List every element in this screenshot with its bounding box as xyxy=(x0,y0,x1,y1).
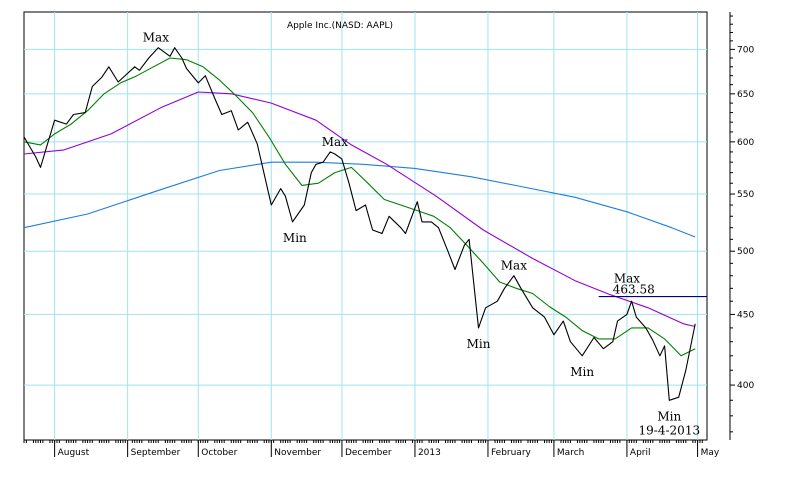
plot-area xyxy=(23,11,708,441)
x-tick-label: September xyxy=(131,448,181,458)
x-tick-label: November xyxy=(274,448,321,458)
x-axis: August September October November December 20… xyxy=(23,440,720,458)
max-annotation: Max xyxy=(322,135,348,149)
short-moving-average-line xyxy=(23,57,696,357)
x-tick-label: March xyxy=(557,448,584,458)
y-tick-label: 700 xyxy=(737,45,754,55)
x-tick-label: May xyxy=(701,448,720,458)
y-tick-label: 500 xyxy=(737,247,754,257)
x-tick-label: December xyxy=(345,448,392,458)
x-tick-label: October xyxy=(201,448,237,458)
x-tick-label: April xyxy=(630,448,651,458)
reference-line-group: 463.58 xyxy=(598,283,707,298)
date-annotation: 19-4-2013 xyxy=(639,423,701,437)
x-tick-label: February xyxy=(491,448,532,458)
y-tick-label: 550 xyxy=(737,190,754,200)
y-tick-label: 400 xyxy=(737,381,754,391)
max-annotation: Max xyxy=(143,31,169,45)
min-annotation: Min xyxy=(283,231,307,245)
x-tick-label: 2013 xyxy=(418,448,441,458)
reference-line-label: 463.58 xyxy=(613,283,655,297)
y-tick-label: 650 xyxy=(737,90,754,100)
price-line xyxy=(23,47,696,401)
min-annotation: Min xyxy=(570,365,594,379)
min-annotation: Min xyxy=(467,337,491,351)
grid-lines xyxy=(24,12,707,440)
chart-title: Apple Inc.(NASD: AAPL) xyxy=(287,21,393,31)
y-tick-label: 600 xyxy=(737,138,754,148)
max-annotation: Max xyxy=(614,272,640,286)
y-tick-label: 450 xyxy=(737,310,754,320)
min-annotation: Min xyxy=(657,409,681,423)
y-axis: 400 450 500 550 600 650 700 xyxy=(729,12,754,440)
max-annotation: Max xyxy=(501,259,527,273)
x-tick-label: August xyxy=(58,448,90,458)
